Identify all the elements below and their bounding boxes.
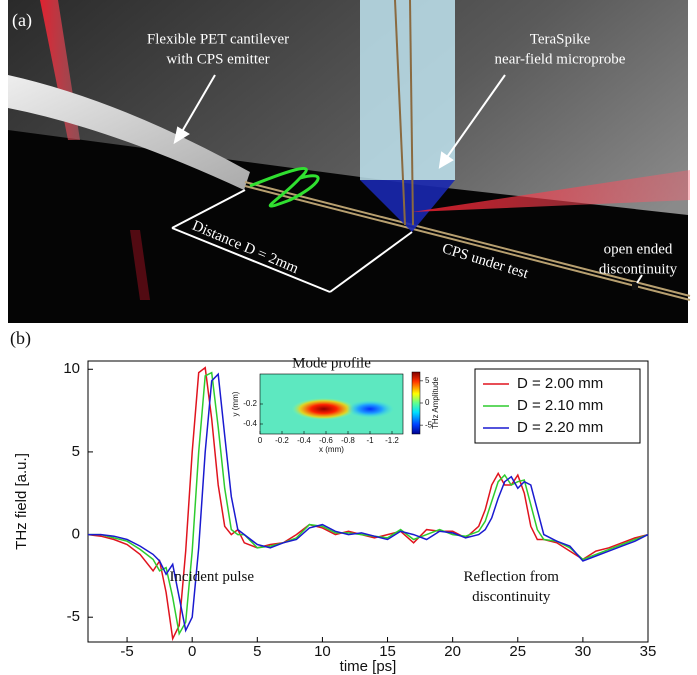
legend-label: D = 2.00 mm — [517, 375, 603, 392]
annotation: open ended — [604, 241, 673, 257]
inset-x-label: x (mm) — [319, 445, 344, 454]
inset-y-label: y (mm) — [231, 391, 240, 416]
x-tick-label: 10 — [314, 643, 331, 660]
y-tick-label: 5 — [72, 443, 80, 460]
x-tick-label: -5 — [120, 643, 133, 660]
inset-y-tick-label: -0.4 — [243, 419, 257, 428]
inset-title: Mode profile — [292, 355, 371, 371]
panel-label: (a) — [12, 10, 32, 31]
x-tick-label: 5 — [253, 643, 261, 660]
scene: (a) Flexible PET cantilever with CPS emi… — [8, 0, 690, 323]
x-axis-label: time [ps] — [340, 658, 397, 675]
x-tick-label: 30 — [575, 643, 592, 660]
y-tick-label: 10 — [63, 360, 80, 377]
x-tick-label: 0 — [188, 643, 196, 660]
annotation: near-field microprobe — [495, 51, 626, 67]
inset-x-tick-label: -1.2 — [385, 436, 399, 445]
discontinuity-gap — [632, 282, 638, 290]
inset-x-tick-label: -0.8 — [341, 436, 355, 445]
annotation: Reflection from — [464, 569, 560, 585]
inset-x-tick-label: 0 — [258, 436, 263, 445]
heatmap-cold-spot — [346, 400, 394, 418]
probe-body — [360, 0, 455, 180]
figure: (a) Flexible PET cantilever with CPS emi… — [0, 0, 697, 675]
annotation: discontinuity — [599, 261, 678, 277]
x-tick-label: 20 — [444, 643, 461, 660]
panel-label: (b) — [10, 328, 31, 349]
annotation: Incident pulse — [169, 569, 254, 585]
inset-x-tick-label: -0.6 — [319, 436, 333, 445]
annotation: TeraSpike — [530, 31, 591, 47]
colorbar-label: THz Amplitude — [431, 376, 440, 429]
page: (a) Flexible PET cantilever with CPS emi… — [0, 0, 697, 675]
annotation: Flexible PET cantilever — [147, 31, 289, 47]
y-axis-label: THz field [a.u.] — [13, 453, 30, 550]
colorbar-tick-label: 5 — [425, 376, 430, 385]
legend-label: D = 2.10 mm — [517, 397, 603, 414]
y-tick-label: 0 — [72, 526, 80, 543]
inset-x-tick-label: -0.2 — [275, 436, 289, 445]
x-tick-label: 35 — [640, 643, 657, 660]
annotation: discontinuity — [472, 589, 551, 605]
inset-x-tick-label: -0.4 — [297, 436, 311, 445]
colorbar-tick-label: 0 — [425, 398, 430, 407]
inset-x-tick-label: -1 — [366, 436, 374, 445]
annotation: with CPS emitter — [166, 51, 269, 67]
y-tick-label: -5 — [67, 608, 80, 625]
inset-y-tick-label: -0.2 — [243, 399, 257, 408]
x-tick-label: 25 — [509, 643, 526, 660]
colorbar — [412, 372, 420, 434]
legend-label: D = 2.20 mm — [517, 419, 603, 436]
